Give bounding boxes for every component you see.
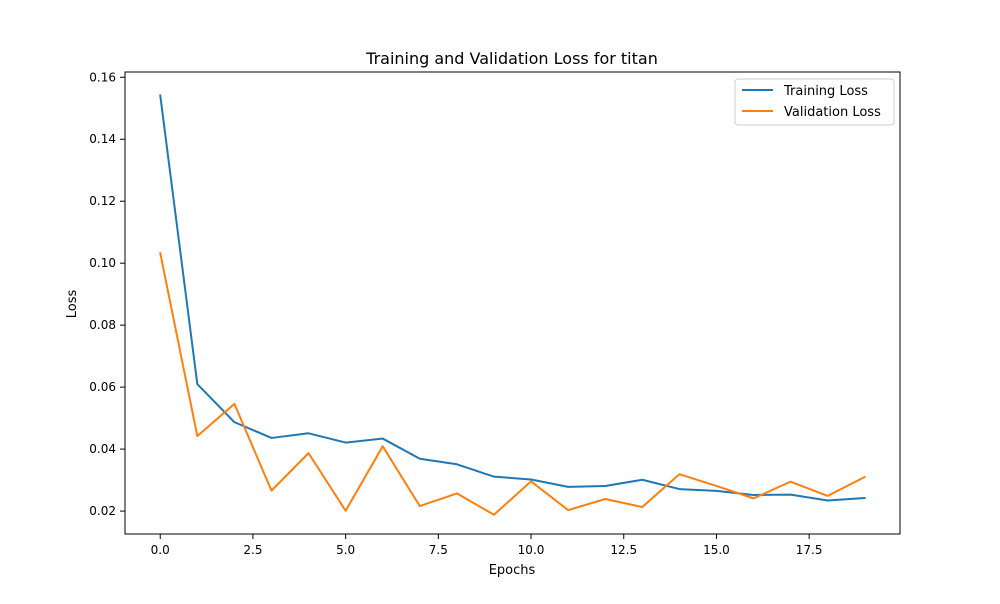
y-tick-label: 0.12 (89, 194, 116, 208)
y-tick-label: 0.02 (89, 504, 116, 518)
x-tick-label: 15.0 (703, 543, 730, 557)
y-axis-label: Loss (65, 290, 80, 319)
y-tick-label: 0.16 (89, 70, 116, 84)
x-axis-label: Epochs (489, 563, 536, 578)
series-line-validation-loss (159, 251, 866, 516)
y-tick-label: 0.08 (89, 318, 116, 332)
x-tick-label: 5.0 (336, 543, 355, 557)
x-tick-label: 0.0 (151, 543, 170, 557)
axis-ticks: 0.0 2.5 5.0 7.5 10.0 12.5 15.0 17.5 0.02 0.04 0.06… (89, 70, 822, 557)
y-tick-label: 0.04 (89, 442, 116, 456)
legend-label-training: Training Loss (783, 84, 868, 99)
x-tick-label: 2.5 (243, 543, 262, 557)
plot-frame (124, 71, 901, 535)
series-lines (159, 94, 866, 516)
legend: Training Loss Validation Loss (734, 78, 895, 126)
chart-title: Training and Validation Loss for titan (365, 49, 658, 68)
x-tick-label: 10.0 (518, 543, 545, 557)
x-tick-label: 17.5 (796, 543, 823, 557)
x-tick-label: 7.5 (429, 543, 448, 557)
y-tick-label: 0.06 (89, 380, 116, 394)
series-line-training-loss (159, 94, 866, 502)
legend-box (734, 78, 895, 126)
y-tick-label: 0.10 (89, 256, 116, 270)
x-tick-label: 12.5 (610, 543, 637, 557)
legend-label-validation: Validation Loss (784, 105, 881, 120)
y-tick-label: 0.14 (89, 132, 116, 146)
